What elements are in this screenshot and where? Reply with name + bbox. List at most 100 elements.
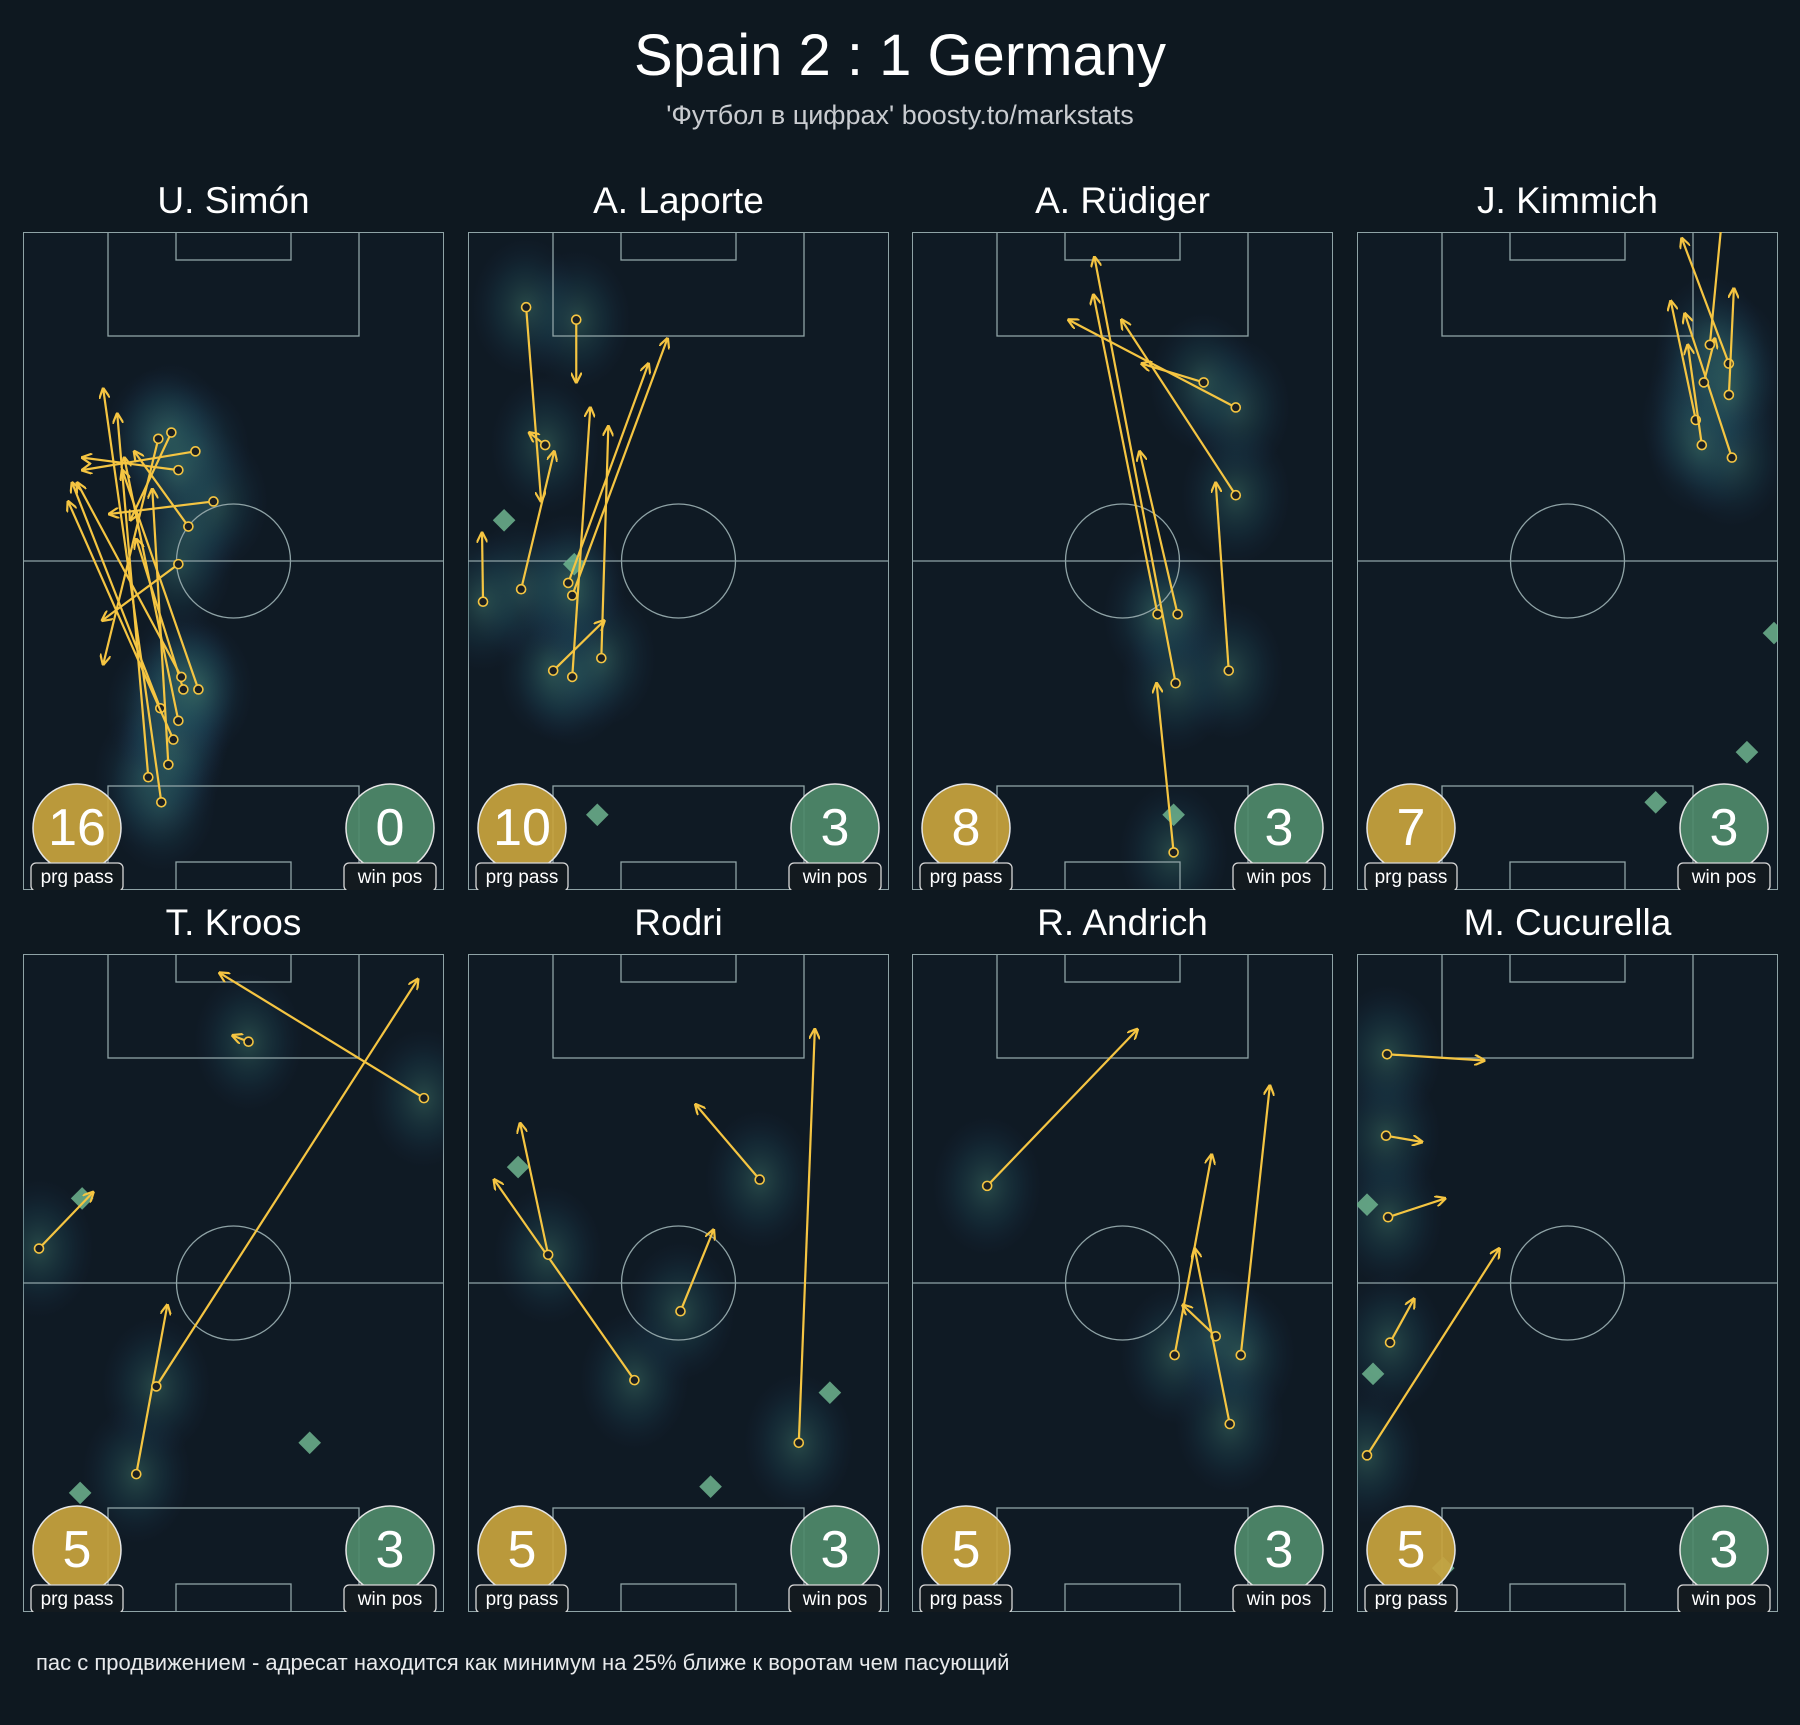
top-six-yard-box: [1064, 954, 1181, 983]
pass-origin-dot: [1169, 1349, 1180, 1361]
prg-pass-badge: 10 prg pass: [475, 783, 569, 890]
progressive-pass-arrow: [134, 451, 190, 528]
progressive-pass-arrow: [103, 438, 160, 665]
progressive-pass-arrow: [1239, 1086, 1270, 1356]
player-name: J. Kimmich: [1477, 180, 1658, 221]
progressive-pass-arrow: [525, 307, 541, 501]
progressive-pass-arrow: [152, 489, 170, 765]
progressive-pass-arrow: [1727, 288, 1734, 395]
player-name: M. Cucurella: [1463, 902, 1672, 943]
progressive-pass-arrow: [122, 470, 200, 690]
progressive-pass-arrow: [797, 1029, 815, 1443]
progressive-pass-arrow: [1708, 232, 1722, 345]
pitch: 7 prg pass 3 win pos: [1357, 232, 1778, 890]
win-pos-badge: 3 win pos: [1677, 783, 1771, 890]
win-position-marker: [298, 1431, 321, 1455]
progressive-pass-arrow: [1121, 320, 1237, 496]
win-pos-badge: 3 win pos: [1232, 1505, 1326, 1612]
progressive-pass-arrow: [1671, 301, 1697, 421]
win-pos-count: 3: [1265, 1521, 1294, 1579]
bottom-six-yard-box: [175, 861, 292, 890]
centre-circle: [620, 503, 737, 619]
progressive-pass-arrow: [130, 432, 173, 521]
top-penalty-box: [996, 232, 1249, 337]
progressive-pass-arrow: [77, 483, 183, 678]
pass-origin-dot: [1198, 377, 1209, 388]
progressive-pass-arrow: [571, 339, 667, 596]
prg-pass-label-box: [475, 862, 569, 890]
progressive-pass-arrow: [552, 621, 604, 672]
prg-pass-badge: 16 prg pass: [30, 783, 124, 890]
win-pos-label-box: [1677, 862, 1771, 890]
progressive-pass-arrow: [600, 426, 608, 659]
win-pos-label-box: [1232, 1584, 1326, 1612]
bottom-six-yard-box: [1509, 861, 1626, 890]
pass-origin-dot: [1726, 452, 1738, 463]
pass-origin-dot: [981, 1180, 993, 1192]
progressive-pass-arrow: [520, 1123, 550, 1256]
win-pos-label-box: [343, 1584, 437, 1612]
heat-blob: [1357, 1385, 1423, 1526]
pitch: 5 prg pass 3 win pos: [468, 954, 889, 1612]
win-pos-count: 0: [376, 799, 405, 857]
pass-origin-dot: [156, 796, 167, 808]
progressive-pass-arrow: [1385, 1134, 1422, 1142]
pass-origin-dot: [539, 439, 551, 451]
bottom-six-yard-box: [175, 1583, 292, 1612]
win-pos-label: win pos: [1691, 867, 1756, 888]
pass-origin-dot: [675, 1305, 686, 1317]
win-pos-label: win pos: [802, 1589, 867, 1610]
centre-circle: [175, 1225, 292, 1341]
bottom-six-yard-box: [620, 861, 737, 890]
prg-pass-label: prg pass: [930, 867, 1003, 888]
win-pos-label: win pos: [1691, 1589, 1756, 1610]
progressive-pass-arrow: [571, 407, 590, 678]
win-pos-count: 3: [821, 1521, 850, 1579]
pass-origin-dot: [1168, 847, 1179, 858]
win-pos-badge: 3 win pos: [788, 783, 882, 890]
progressive-pass-arrow: [102, 563, 180, 620]
pass-origin-dot: [166, 427, 177, 438]
progressive-pass-arrow: [1216, 483, 1230, 671]
pitch: 5 prg pass 3 win pos: [912, 954, 1333, 1612]
pass-origin-dot: [754, 1174, 765, 1185]
pitch: 5 prg pass 3 win pos: [1357, 954, 1778, 1612]
pass-origin-dot: [178, 684, 189, 695]
pitch: 5 prg pass 3 win pos: [23, 954, 444, 1612]
progressive-pass-arrow: [219, 973, 425, 1100]
pass-origin-dot: [176, 671, 187, 683]
top-penalty-box: [107, 954, 360, 1059]
pass-origin-dot: [1704, 339, 1716, 351]
prg-pass-badge: 5 prg pass: [919, 1505, 1013, 1612]
player-panel: M. Cucurella 5 prg pass 3 win pos: [1357, 902, 1778, 1614]
prg-pass-count: 5: [508, 1521, 537, 1579]
progressive-pass-arrow: [1685, 313, 1733, 458]
pass-origin-dot: [1172, 608, 1183, 620]
progressive-pass-arrow: [1366, 1249, 1499, 1456]
win-pos-label-box: [788, 1584, 882, 1612]
prg-pass-badge: 5 prg pass: [30, 1505, 124, 1612]
prg-pass-label: prg pass: [41, 867, 114, 888]
win-pos-count: 3: [821, 799, 850, 857]
win-position-marker: [699, 1475, 722, 1498]
progressive-pass-arrow: [1387, 1198, 1445, 1219]
prg-pass-label: prg pass: [486, 1589, 559, 1610]
top-penalty-box: [1441, 232, 1694, 337]
player-panel: T. Kroos 5 prg pass 3 win pos: [23, 902, 444, 1614]
win-position-marker: [1762, 621, 1778, 645]
progressive-pass-arrow: [82, 458, 179, 472]
pass-origin-dot: [542, 1249, 554, 1261]
win-position-marker: [818, 1381, 842, 1404]
win-pos-badge: 3 win pos: [1677, 1505, 1771, 1612]
pass-origin-dot: [520, 301, 532, 313]
pass-origin-dot: [1384, 1337, 1396, 1348]
player-name: U. Simón: [157, 180, 310, 221]
pass-origin-dot: [208, 496, 219, 507]
pass-origin-dot: [243, 1036, 254, 1048]
pass-origin-dot: [1361, 1450, 1373, 1461]
prg-pass-badge: 8 prg pass: [919, 783, 1013, 890]
top-six-yard-box: [1064, 232, 1181, 261]
pass-origin-dot: [629, 1374, 640, 1386]
progressive-pass-arrow: [986, 1029, 1137, 1187]
